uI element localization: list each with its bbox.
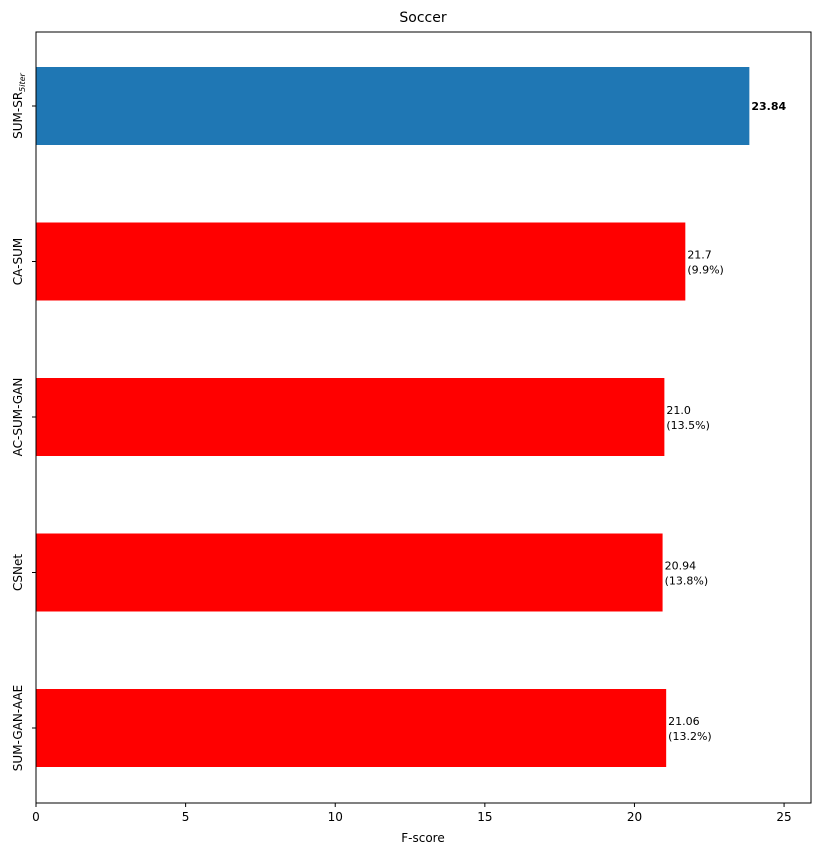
value-label: 20.94 (13.8%) bbox=[665, 560, 709, 588]
category-subscript: 5iter bbox=[18, 72, 27, 91]
value-label-line: 21.7 bbox=[687, 249, 712, 262]
y-tick-label: CSNet bbox=[11, 554, 25, 591]
y-tick-label: SUM-GAN-AAE bbox=[11, 685, 25, 771]
category-name: CSNet bbox=[11, 554, 25, 591]
bar bbox=[36, 222, 686, 301]
value-label-line: 23.84 bbox=[751, 100, 786, 113]
value-label-line: (9.9%) bbox=[687, 264, 724, 277]
y-tick-label: AC-SUM-GAN bbox=[11, 378, 25, 457]
bar bbox=[36, 67, 750, 145]
y-tick-label: CA-SUM bbox=[11, 238, 25, 285]
category-name: SUM-GAN-AAE bbox=[11, 685, 25, 771]
value-label: 23.84 bbox=[751, 100, 786, 113]
x-axis-label: F-score bbox=[401, 831, 444, 845]
x-tick-label: 15 bbox=[477, 810, 492, 824]
value-label-line: 20.94 bbox=[665, 560, 697, 573]
x-tick-label: 0 bbox=[32, 810, 40, 824]
value-label: 21.7 (9.9%) bbox=[687, 249, 724, 277]
value-label-line: 21.06 bbox=[668, 715, 700, 728]
bar bbox=[36, 378, 665, 456]
value-label-line: (13.8%) bbox=[665, 575, 709, 588]
x-tick-label: 20 bbox=[627, 810, 642, 824]
category-name: SUM-SR bbox=[11, 92, 25, 139]
value-label: 21.06 (13.2%) bbox=[668, 715, 712, 743]
value-label: 21.0 (13.5%) bbox=[666, 404, 710, 432]
y-tick-label: SUM-SR5iter bbox=[11, 72, 27, 138]
plot-frame bbox=[35, 31, 812, 804]
bar bbox=[36, 533, 663, 612]
x-tick-label: 10 bbox=[328, 810, 343, 824]
chart-title: Soccer bbox=[399, 10, 446, 26]
value-label-line: 21.0 bbox=[666, 404, 691, 417]
value-label-line: (13.5%) bbox=[666, 419, 710, 432]
value-label-line: (13.2%) bbox=[668, 730, 712, 743]
category-name: CA-SUM bbox=[11, 238, 25, 285]
x-tick-label: 25 bbox=[776, 810, 791, 824]
category-name: AC-SUM-GAN bbox=[11, 378, 25, 457]
bar bbox=[36, 689, 667, 767]
x-tick-label: 5 bbox=[182, 810, 190, 824]
